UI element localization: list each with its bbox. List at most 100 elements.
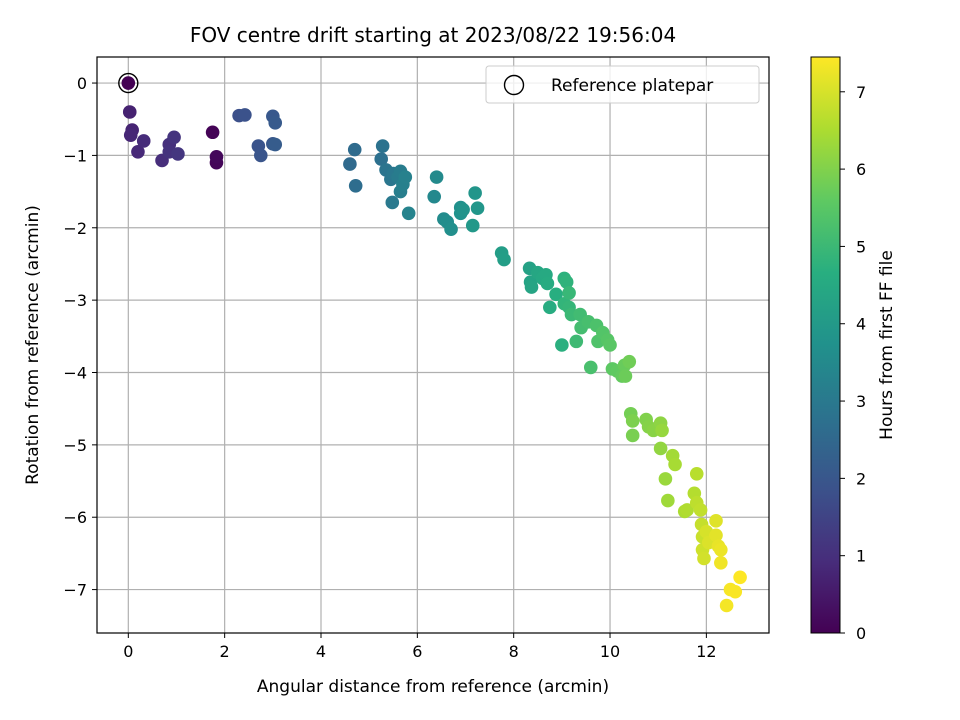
legend-reference-marker bbox=[503, 74, 525, 96]
y-tick-label: −3 bbox=[63, 291, 87, 310]
y-tick-label: −7 bbox=[63, 581, 87, 600]
data-point bbox=[375, 139, 390, 153]
data-point bbox=[497, 252, 511, 267]
data-point bbox=[655, 423, 669, 438]
data-point bbox=[427, 189, 442, 204]
colorbar-gradient bbox=[810, 56, 841, 634]
colorbar-ticks: 0 1 2 3 4 5 6 7 bbox=[840, 83, 866, 643]
data-point bbox=[668, 457, 682, 472]
data-point bbox=[524, 280, 539, 294]
data-point bbox=[171, 147, 185, 161]
data-point bbox=[398, 170, 413, 184]
data-point bbox=[131, 144, 145, 159]
y-tick-label: −1 bbox=[63, 146, 87, 165]
x-axis-ticks: 0 2 4 6 8 10 12 bbox=[123, 633, 717, 661]
data-point bbox=[569, 334, 584, 349]
colorbar-tick-label: 0 bbox=[856, 624, 866, 643]
y-tick-label: −4 bbox=[63, 363, 87, 382]
chart-title: FOV centre drift starting at 2023/08/22 … bbox=[190, 23, 676, 47]
x-tick-label: 6 bbox=[412, 642, 422, 661]
data-point bbox=[543, 300, 557, 315]
data-point bbox=[625, 414, 640, 428]
data-point bbox=[714, 542, 728, 557]
y-axis-ticks: 0 −1 −2 −3 −4 −5 −6 −7 bbox=[63, 74, 97, 600]
data-point bbox=[689, 467, 704, 481]
data-point bbox=[456, 202, 470, 217]
x-axis-label: Angular distance from reference (arcmin) bbox=[257, 677, 609, 697]
data-point bbox=[653, 441, 668, 456]
data-point bbox=[253, 148, 268, 163]
reference-marker bbox=[118, 72, 139, 94]
data-point bbox=[693, 503, 708, 517]
y-axis-label: Rotation from reference (arcmin) bbox=[23, 205, 43, 485]
data-point bbox=[470, 201, 485, 216]
x-tick-label: 0 bbox=[123, 642, 133, 661]
data-point bbox=[123, 128, 138, 142]
y-tick-label: −2 bbox=[63, 219, 87, 238]
colorbar-tick-label: 4 bbox=[856, 315, 866, 334]
data-point bbox=[343, 157, 357, 171]
colorbar-tick-label: 1 bbox=[856, 547, 866, 566]
colorbar-tick-label: 5 bbox=[856, 237, 866, 256]
y-tick-label: −6 bbox=[63, 508, 87, 527]
legend-box bbox=[485, 65, 760, 104]
data-point bbox=[714, 556, 728, 570]
data-point bbox=[209, 150, 224, 164]
data-point bbox=[719, 598, 734, 613]
data-point bbox=[555, 338, 569, 352]
data-point bbox=[680, 503, 694, 517]
data-point bbox=[540, 276, 555, 291]
y-tick-label: 0 bbox=[77, 74, 87, 93]
x-tick-label: 12 bbox=[696, 642, 716, 661]
data-point bbox=[583, 360, 598, 375]
data-point bbox=[661, 493, 675, 508]
data-point bbox=[167, 130, 181, 145]
data-point bbox=[374, 152, 389, 166]
data-point bbox=[559, 275, 574, 289]
grid-lines bbox=[97, 57, 769, 633]
data-point bbox=[549, 287, 563, 302]
data-point bbox=[658, 472, 673, 486]
data-point bbox=[348, 179, 363, 193]
data-point bbox=[385, 195, 400, 210]
reference-point bbox=[118, 72, 139, 94]
data-point bbox=[268, 116, 283, 130]
data-point bbox=[709, 514, 723, 528]
data-point bbox=[625, 428, 640, 443]
data-point bbox=[429, 170, 444, 184]
data-point bbox=[444, 222, 458, 237]
data-point bbox=[728, 584, 743, 599]
colorbar-label: Hours from first FF file bbox=[877, 250, 897, 440]
data-point bbox=[401, 206, 416, 221]
data-point bbox=[136, 134, 151, 148]
colorbar-tick-label: 6 bbox=[856, 160, 866, 179]
x-tick-label: 8 bbox=[509, 642, 519, 661]
data-points bbox=[121, 76, 747, 613]
data-point bbox=[468, 186, 482, 200]
x-tick-label: 2 bbox=[220, 642, 230, 661]
data-point bbox=[562, 286, 576, 300]
data-point bbox=[347, 142, 362, 157]
colorbar-tick-label: 3 bbox=[856, 392, 866, 411]
data-point bbox=[268, 137, 283, 152]
data-point bbox=[603, 338, 617, 352]
data-point bbox=[618, 369, 633, 383]
data-point bbox=[205, 125, 220, 140]
data-point bbox=[697, 551, 711, 566]
data-point bbox=[709, 528, 723, 543]
x-tick-label: 10 bbox=[600, 642, 620, 661]
legend-label: Reference platepar bbox=[551, 76, 713, 96]
plot-frame bbox=[96, 56, 770, 634]
data-point bbox=[733, 570, 747, 585]
data-point bbox=[465, 218, 480, 233]
colorbar-tick-label: 7 bbox=[856, 83, 866, 102]
data-point bbox=[238, 108, 252, 122]
data-point bbox=[121, 76, 136, 90]
colorbar: 0 1 2 3 4 5 6 7 Hours from first FF file bbox=[810, 56, 897, 643]
data-point bbox=[122, 105, 137, 119]
y-tick-label: −5 bbox=[63, 436, 87, 455]
data-point bbox=[622, 354, 637, 369]
x-tick-label: 4 bbox=[316, 642, 326, 661]
colorbar-tick-label: 2 bbox=[856, 469, 866, 488]
